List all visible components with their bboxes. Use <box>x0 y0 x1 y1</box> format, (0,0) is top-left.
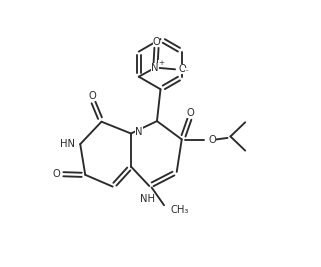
Text: O: O <box>209 135 216 145</box>
Text: O: O <box>152 37 160 47</box>
Text: O: O <box>89 91 97 101</box>
Text: HN: HN <box>60 139 75 149</box>
Text: ⁻: ⁻ <box>185 68 189 77</box>
Text: CH₃: CH₃ <box>170 205 189 215</box>
Text: O: O <box>52 169 60 179</box>
Text: O: O <box>178 64 187 74</box>
Text: +: + <box>159 60 165 66</box>
Text: N: N <box>135 127 143 137</box>
Text: O: O <box>186 108 194 118</box>
Text: NH: NH <box>140 194 155 204</box>
Text: N: N <box>151 63 159 73</box>
